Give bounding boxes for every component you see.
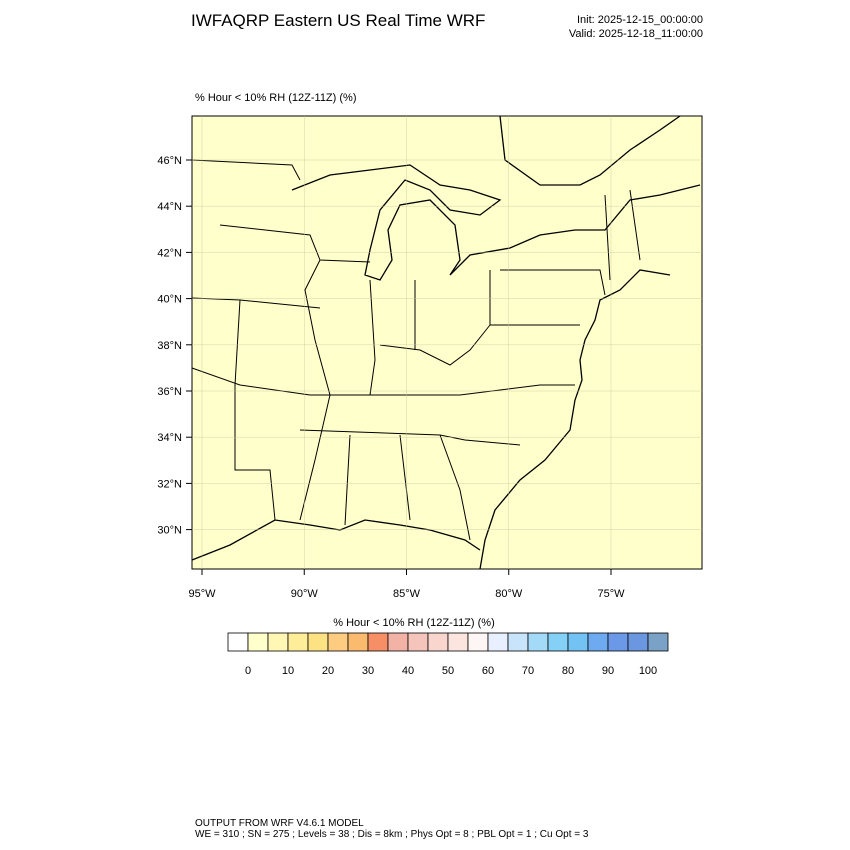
colorbar-swatch — [407, 632, 429, 652]
colorbar-swatch — [587, 632, 609, 652]
colorbar-swatch — [327, 632, 349, 652]
init-time: Init: 2025-12-15_00:00:00 — [577, 14, 703, 26]
colorbar-tick-label: 90 — [602, 665, 614, 677]
lat-tick-label: 32°N — [157, 478, 182, 490]
colorbar-swatch — [447, 632, 469, 652]
map-outlines — [191, 115, 701, 570]
colorbar-swatch — [287, 632, 309, 652]
colorbar-swatch — [387, 632, 409, 652]
colorbar-tick-label: 80 — [562, 665, 574, 677]
colorbar-tick-label: 0 — [245, 665, 251, 677]
lat-tick-label: 30°N — [157, 525, 182, 537]
lon-tick-label: 95°W — [188, 588, 216, 600]
colorbar-swatch — [307, 632, 329, 652]
colorbar-swatch — [267, 632, 289, 652]
colorbar-tick-label: 40 — [402, 665, 414, 677]
colorbar-swatch — [247, 632, 269, 652]
colorbar-swatch — [547, 632, 569, 652]
lat-tick-label: 40°N — [157, 294, 182, 306]
colorbar-swatch — [567, 632, 589, 652]
colorbar-tick-label: 30 — [362, 665, 374, 677]
colorbar-tick-label: 60 — [482, 665, 494, 677]
colorbar-swatch — [607, 632, 629, 652]
colorbar-swatch — [527, 632, 549, 652]
lat-tick-label: 36°N — [157, 386, 182, 398]
colorbar-swatch — [227, 632, 249, 652]
colorbar-tick-label: 20 — [322, 665, 334, 677]
plot-label: % Hour < 10% RH (12Z-11Z) (%) — [195, 92, 356, 104]
colorbar-tick-label: 100 — [639, 665, 657, 677]
lon-tick-label: 90°W — [291, 588, 319, 600]
colorbar-tick-label: 70 — [522, 665, 534, 677]
lon-tick-label: 75°W — [597, 588, 625, 600]
colorbar-swatch — [507, 632, 529, 652]
colorbar-label: % Hour < 10% RH (12Z-11Z) (%) — [333, 617, 494, 629]
lon-tick-label: 85°W — [393, 588, 421, 600]
lat-tick-label: 34°N — [157, 432, 182, 444]
lon-tick-label: 80°W — [495, 588, 523, 600]
map-background — [192, 116, 702, 569]
map-frame — [191, 115, 703, 570]
valid-time: Valid: 2025-12-18_11:00:00 — [569, 28, 703, 40]
colorbar-tick-label: 10 — [282, 665, 294, 677]
footer-model: OUTPUT FROM WRF V4.6.1 MODEL — [195, 818, 364, 829]
lat-tick-label: 44°N — [157, 201, 182, 213]
colorbar-swatch — [627, 632, 649, 652]
colorbar-swatch — [467, 632, 489, 652]
footer-settings: WE = 310 ; SN = 275 ; Levels = 38 ; Dis … — [195, 829, 589, 840]
colorbar-swatch — [427, 632, 449, 652]
lat-tick-label: 46°N — [157, 155, 182, 167]
colorbar-swatch — [647, 632, 669, 652]
colorbar-tick-label: 50 — [442, 665, 454, 677]
colorbar-swatch — [487, 632, 509, 652]
lat-tick-label: 38°N — [157, 340, 182, 352]
lat-tick-label: 42°N — [157, 247, 182, 259]
title: IWFAQRP Eastern US Real Time WRF — [191, 11, 485, 30]
colorbar-swatch — [347, 632, 369, 652]
colorbar-swatch — [367, 632, 389, 652]
